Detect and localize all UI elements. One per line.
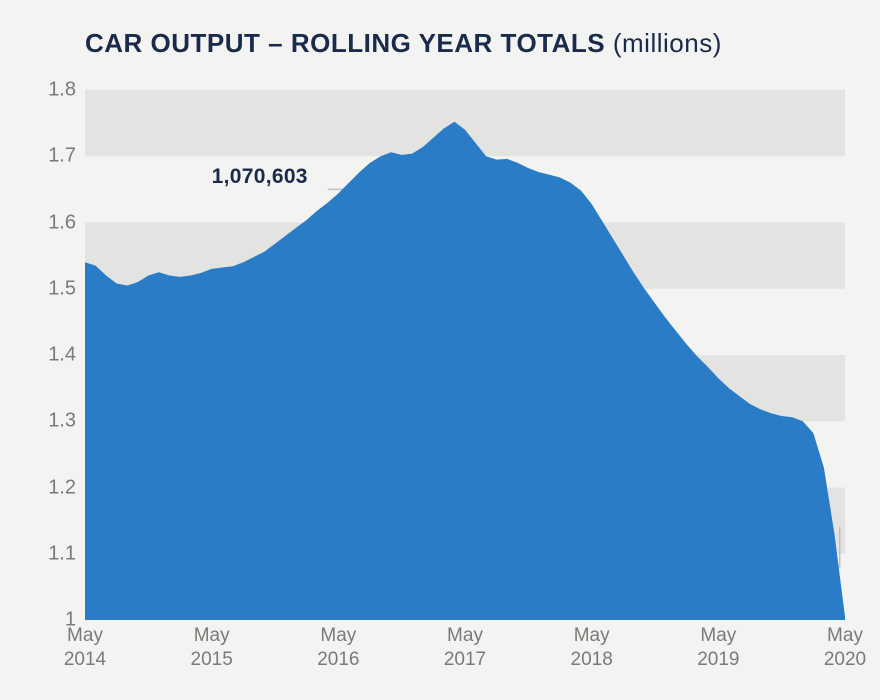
x-tick-label: May 2019 [697, 624, 739, 672]
y-tick-label: 1.7 [16, 145, 76, 168]
y-tick-label: 1.1 [16, 542, 76, 565]
y-tick-label: 1.5 [16, 277, 76, 300]
x-tick-label: May 2014 [64, 624, 106, 672]
x-tick-label: May 2016 [317, 624, 359, 672]
chart-container: CAR OUTPUT – ROLLING YEAR TOTALS (millio… [0, 0, 880, 700]
chart-title-light: (millions) [605, 28, 722, 58]
x-tick-label: May 2018 [571, 624, 613, 672]
chart-svg [85, 90, 845, 620]
y-tick-label: 1.3 [16, 410, 76, 433]
y-tick-label: 1.6 [16, 211, 76, 234]
x-tick-label: May 2020 [824, 624, 866, 672]
chart-title-bold: CAR OUTPUT – ROLLING YEAR TOTALS [85, 28, 605, 58]
plot-area [85, 90, 845, 620]
chart-title: CAR OUTPUT – ROLLING YEAR TOTALS (millio… [85, 28, 722, 59]
y-tick-label: 1.2 [16, 476, 76, 499]
y-tick-label: 1.4 [16, 344, 76, 367]
annotation-label: 1,070,603 [212, 165, 308, 189]
x-tick-label: May 2017 [444, 624, 486, 672]
y-tick-label: 1.8 [16, 79, 76, 102]
x-tick-label: May 2015 [191, 624, 233, 672]
